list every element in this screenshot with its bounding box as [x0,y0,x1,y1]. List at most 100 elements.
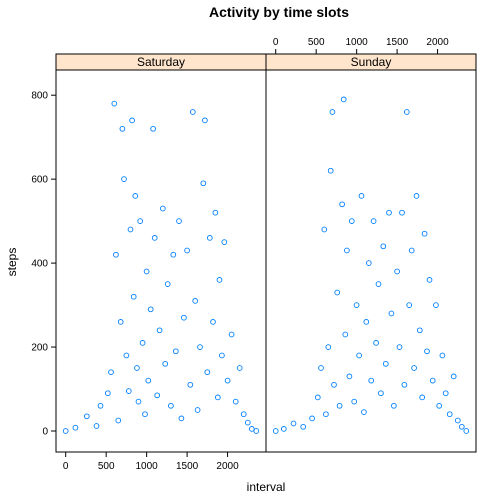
points [62,100,260,434]
data-point [401,381,408,388]
data-point [331,381,337,388]
data-point [176,218,182,224]
data-point [348,218,355,224]
data-point [361,409,367,415]
data-point [187,381,194,388]
data-point [184,247,190,254]
data-point [219,352,225,359]
data-point [446,411,453,418]
data-point [408,247,415,254]
x-tick-label: 1500 [386,37,409,48]
data-point [204,369,211,376]
data-point [154,392,161,399]
data-point [382,360,389,367]
data-point [380,243,387,250]
x-tick-label: 2000 [216,461,239,472]
y-axis: 0 200 400 600 800 [31,91,56,438]
data-point [93,423,100,429]
data-point [290,420,297,427]
data-point [228,331,235,338]
data-point [309,415,315,422]
y-tick-label: 800 [31,91,48,102]
data-point [403,109,410,115]
data-point [351,398,358,405]
data-point [323,411,329,418]
strip-label: Sunday [351,55,392,69]
data-point [170,251,177,258]
data-point [216,277,223,283]
data-point [135,398,142,405]
data-point [454,417,461,424]
data-point [421,230,428,237]
data-point [426,277,433,283]
data-point [336,402,343,409]
y-tick-label: 200 [31,343,48,354]
data-point [356,352,362,359]
data-point [394,268,400,275]
data-point [450,373,457,380]
data-point [416,327,423,334]
data-point [424,348,430,355]
data-point [134,365,140,371]
panels: Saturday Sunday [55,53,477,453]
data-point [378,390,384,397]
data-point [433,302,439,308]
x-tick-label: 2000 [426,37,449,48]
data-point [194,407,201,413]
y-axis-label: steps [5,248,19,277]
data-point [240,411,247,418]
data-point [224,377,231,384]
data-point [436,402,443,409]
data-point [108,369,114,376]
x-tick-label: 0 [273,37,279,48]
data-point [419,394,426,401]
strip-label: Saturday [137,55,185,69]
data-point [172,348,179,355]
data-point [123,352,130,359]
data-point [143,268,150,275]
data-point [159,205,166,212]
data-point [253,428,260,434]
x-tick-label: 1000 [136,461,159,472]
data-point [329,109,336,115]
y-tick-label: 0 [42,427,48,438]
x-axis-label: interval [247,480,286,494]
data-point [327,167,334,174]
panel-sunday: Sunday [265,53,477,453]
x-tick-label: 0 [63,461,69,472]
data-point [370,218,377,224]
data-point [127,226,134,233]
data-point [97,402,104,409]
y-tick-label: 600 [31,175,48,186]
data-point [111,100,118,107]
data-point [363,319,370,325]
data-point [197,344,203,350]
data-point [214,394,221,401]
data-point [272,428,279,434]
data-point [375,281,382,287]
data-point [321,226,328,233]
data-point [202,117,208,124]
data-point [439,352,446,359]
data-point [368,377,375,384]
data-point [318,365,324,371]
data-point [129,117,135,124]
y-tick-label: 400 [31,259,48,270]
data-point [121,176,127,182]
data-point [192,298,199,304]
x-tick-label: 500 [308,37,325,48]
data-point [325,344,332,350]
data-point [115,417,122,424]
data-point [442,390,449,397]
data-point [411,365,417,371]
data-point [113,251,119,258]
data-point [221,239,228,245]
data-point [72,424,79,431]
bottom-x-axis: 0 500 1000 1500 2000 [63,452,239,472]
data-point [396,344,403,350]
data-point [314,394,321,401]
data-point [119,125,126,132]
data-point [300,423,307,430]
x-tick-label: 1500 [176,461,199,472]
